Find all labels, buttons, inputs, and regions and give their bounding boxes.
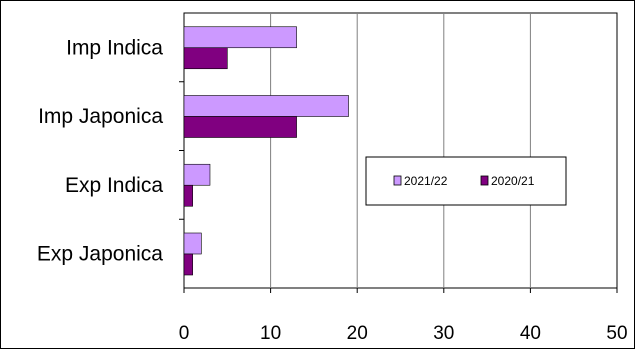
category-label: Imp Indica [66,36,163,59]
bar-2021-22 [183,163,211,186]
category-labels: Imp Indica Imp Japonica Exp Indica Exp Japo… [37,36,184,266]
legend-swatch-2021-22 [393,175,402,186]
bar-2020-21 [183,253,193,276]
bar-2021-22 [183,232,202,255]
bar-2020-21 [183,184,193,207]
legend-swatch-2020-21 [480,175,489,186]
category-label: Imp Japonica [38,105,163,128]
bars [183,26,349,276]
x-tick-label: 40 [520,323,541,344]
legend: 2021/22 2020/21 [365,156,567,206]
x-axis: 0 10 20 30 40 50 [179,288,628,344]
gridlines [270,13,531,288]
bar-2020-21 [183,47,228,70]
legend-label-2020-21: 2020/21 [491,174,535,188]
x-tick-label: 10 [260,323,281,344]
legend-label-2021-22: 2021/22 [404,174,448,188]
category-label: Exp Japonica [37,243,163,266]
x-tick-label: 30 [433,323,454,344]
x-tick-label: 50 [606,323,627,344]
plot-area [183,12,618,289]
x-tick-label: 0 [179,323,190,344]
bar-2021-22 [183,95,349,117]
bar-2021-22 [183,26,297,49]
bar-2020-21 [183,116,297,138]
x-tick-label: 20 [347,323,368,344]
category-label: Exp Indica [65,174,163,197]
